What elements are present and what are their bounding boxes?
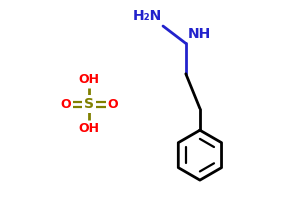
Text: OH: OH [79, 122, 100, 135]
Text: NH: NH [188, 27, 211, 41]
Text: H₂N: H₂N [133, 9, 162, 23]
Text: OH: OH [79, 73, 100, 86]
Text: O: O [60, 98, 71, 111]
Text: S: S [84, 97, 94, 111]
Text: O: O [108, 98, 118, 111]
